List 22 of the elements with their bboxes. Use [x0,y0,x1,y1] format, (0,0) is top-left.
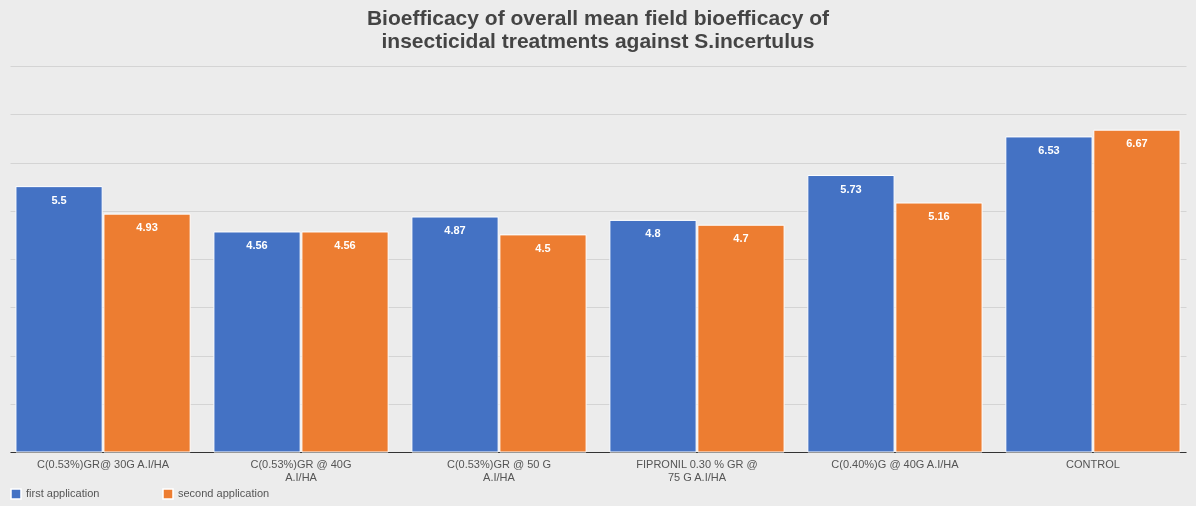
data-label: 4.87 [444,224,466,237]
x-tick-label: FIPRONIL 0.30 % GR @ 75 G A.I/HA [636,457,758,483]
data-label: 4.56 [334,238,356,251]
text: insecticidal treatments against S.incertulus [381,29,815,52]
legend-label: second application [178,487,270,499]
x-tick-label: C(0.53%)GR @ 40G A.I/HA [250,457,352,483]
data-label: 4.7 [733,232,749,245]
data-label: 5.16 [928,210,950,223]
x-tick-label: C(0.53%)GR @ 50 G A.I/HA [446,457,552,483]
legend-label: first application [26,487,100,499]
data-label: 4.93 [136,221,158,234]
data-label: 5.5 [51,193,67,206]
data-label: 6.53 [1038,143,1060,156]
data-label: 4.5 [535,241,551,254]
x-tick-label: CONTROL [1066,457,1120,470]
text: Bioefficacy of overall mean field bioefficacy of [366,6,830,29]
x-tick-label: C(0.40%)G @ 40G A.I/HA [831,457,960,470]
data-label: 6.67 [1126,137,1148,150]
data-label: 4.56 [246,238,268,251]
x-tick-label: C(0.53%)GR@ 30G A.I/HA [36,457,170,470]
data-label: 4.8 [645,227,661,240]
data-label: 5.73 [840,182,862,195]
